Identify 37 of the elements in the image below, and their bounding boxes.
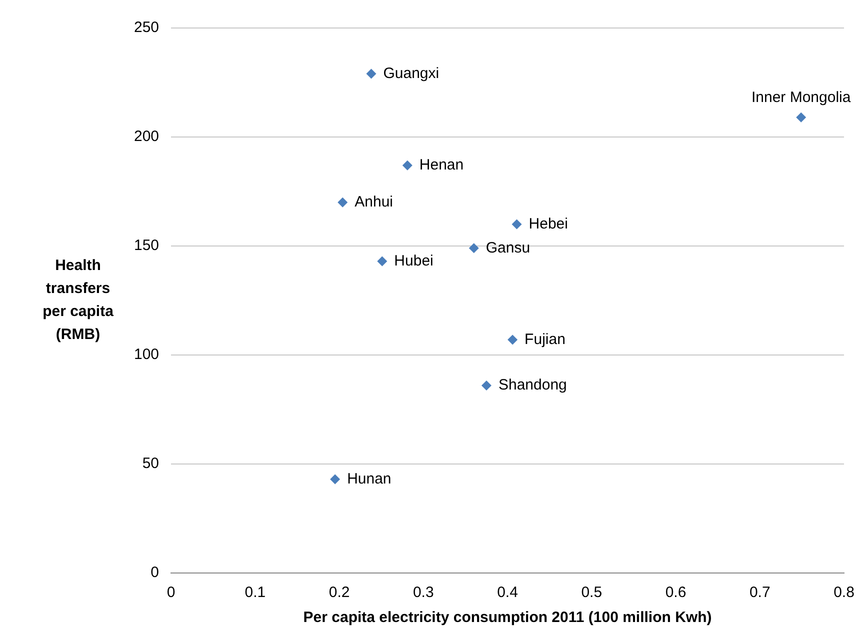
point	[468, 243, 479, 254]
annotation: Hunan	[347, 470, 392, 488]
point	[481, 380, 492, 391]
annotation: Gansu	[486, 239, 530, 256]
annotation: Hubei	[394, 252, 434, 270]
y-tick-label: 250	[134, 19, 160, 36]
point	[508, 334, 518, 345]
x-tick-label: 0.1	[244, 584, 266, 602]
x-tick-label: 0.3	[412, 584, 434, 602]
annotation: Inner Mongolia	[751, 89, 852, 106]
annotation: Anhui	[354, 194, 394, 211]
x-tick-label: 0.4	[497, 584, 518, 602]
point	[366, 68, 376, 79]
annotation: Hebei	[528, 215, 568, 232]
x-tick-label: 0.6	[665, 584, 686, 602]
annotation: Fujian	[524, 330, 566, 348]
annotation: Guangxi	[383, 64, 440, 82]
annotation: Henan	[419, 156, 464, 174]
x-axis-title: Per capita electricity consumption 2011 (100 million Kwh)	[303, 609, 712, 626]
point	[402, 160, 412, 170]
x-tick-label: 0.2	[328, 584, 350, 602]
point	[796, 112, 806, 122]
point	[338, 197, 348, 208]
x-tick-label: 0.5	[581, 584, 602, 602]
y-tick-label: 200	[134, 128, 160, 146]
point	[512, 219, 522, 230]
annotation: Shandong	[498, 376, 567, 394]
x-tick-label: 0.8	[834, 584, 854, 602]
y-axis-title: Health transfers per capita (RMB)	[42, 257, 114, 344]
y-tick-label: 50	[142, 455, 160, 472]
point	[377, 256, 388, 266]
x-tick-label: 0	[166, 584, 176, 602]
y-tick-label: 0	[150, 564, 160, 582]
y-tick-label: 150	[134, 237, 160, 254]
y-tick-label: 100	[134, 346, 160, 364]
x-tick-label: 0.7	[749, 584, 770, 602]
point	[330, 474, 340, 484]
